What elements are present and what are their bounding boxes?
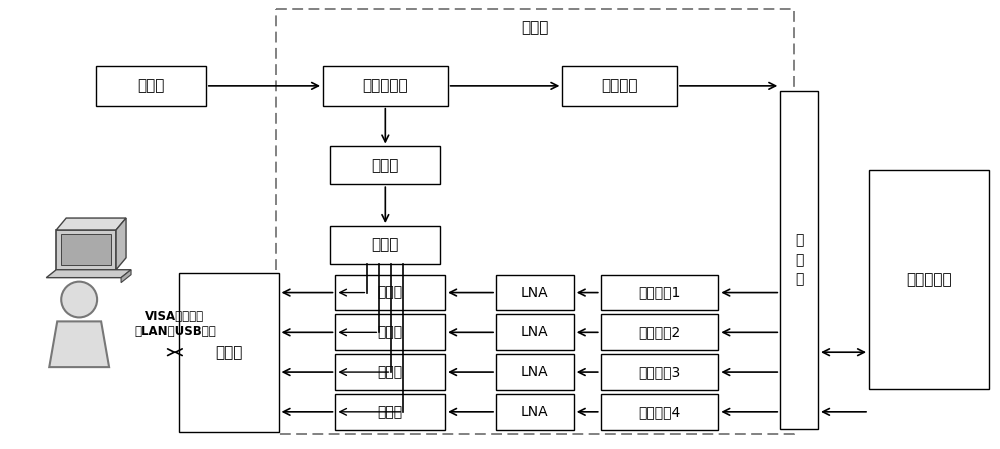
- Text: 障
碍
物: 障 碍 物: [795, 233, 803, 286]
- Text: 功分器: 功分器: [372, 238, 399, 252]
- Text: 定向耦合器: 定向耦合器: [363, 79, 408, 93]
- Bar: [496, 314, 574, 350]
- Bar: [330, 146, 440, 184]
- Bar: [869, 170, 989, 389]
- Text: 测试板: 测试板: [521, 20, 549, 35]
- Polygon shape: [121, 270, 131, 282]
- Polygon shape: [49, 321, 109, 367]
- Text: 放大器: 放大器: [372, 158, 399, 173]
- Text: LNA: LNA: [521, 405, 549, 419]
- Text: 接收天线2: 接收天线2: [638, 326, 681, 339]
- Bar: [496, 275, 574, 310]
- Bar: [335, 275, 445, 310]
- Bar: [96, 66, 206, 106]
- Text: 混频器: 混频器: [378, 286, 403, 299]
- Bar: [601, 354, 718, 390]
- Text: 信号源: 信号源: [137, 79, 165, 93]
- Polygon shape: [56, 218, 126, 230]
- Text: LNA: LNA: [521, 365, 549, 379]
- Polygon shape: [56, 230, 116, 270]
- Text: 混频器: 混频器: [378, 326, 403, 339]
- Polygon shape: [116, 218, 126, 270]
- Bar: [335, 354, 445, 390]
- Text: 发射天线: 发射天线: [601, 79, 638, 93]
- Text: 混频器: 混频器: [378, 405, 403, 419]
- Bar: [601, 314, 718, 350]
- Bar: [496, 394, 574, 430]
- Text: VISA通信协议
（LAN或USB线）: VISA通信协议 （LAN或USB线）: [134, 310, 216, 339]
- Bar: [335, 314, 445, 350]
- Polygon shape: [46, 270, 131, 277]
- Text: 混频器: 混频器: [378, 365, 403, 379]
- Polygon shape: [61, 234, 111, 265]
- Text: 被测目标物: 被测目标物: [906, 272, 952, 287]
- Text: 接收天线3: 接收天线3: [638, 365, 681, 379]
- Text: LNA: LNA: [521, 326, 549, 339]
- Bar: [179, 273, 279, 431]
- Text: 接收天线1: 接收天线1: [638, 286, 681, 299]
- Bar: [780, 91, 818, 429]
- Text: 接收天线4: 接收天线4: [638, 405, 681, 419]
- Text: 示波器: 示波器: [215, 345, 242, 360]
- Circle shape: [61, 282, 97, 317]
- Bar: [601, 394, 718, 430]
- Text: LNA: LNA: [521, 286, 549, 299]
- Bar: [323, 66, 448, 106]
- Bar: [276, 9, 794, 434]
- Bar: [562, 66, 677, 106]
- Bar: [601, 275, 718, 310]
- Bar: [330, 226, 440, 264]
- Bar: [496, 354, 574, 390]
- Bar: [335, 394, 445, 430]
